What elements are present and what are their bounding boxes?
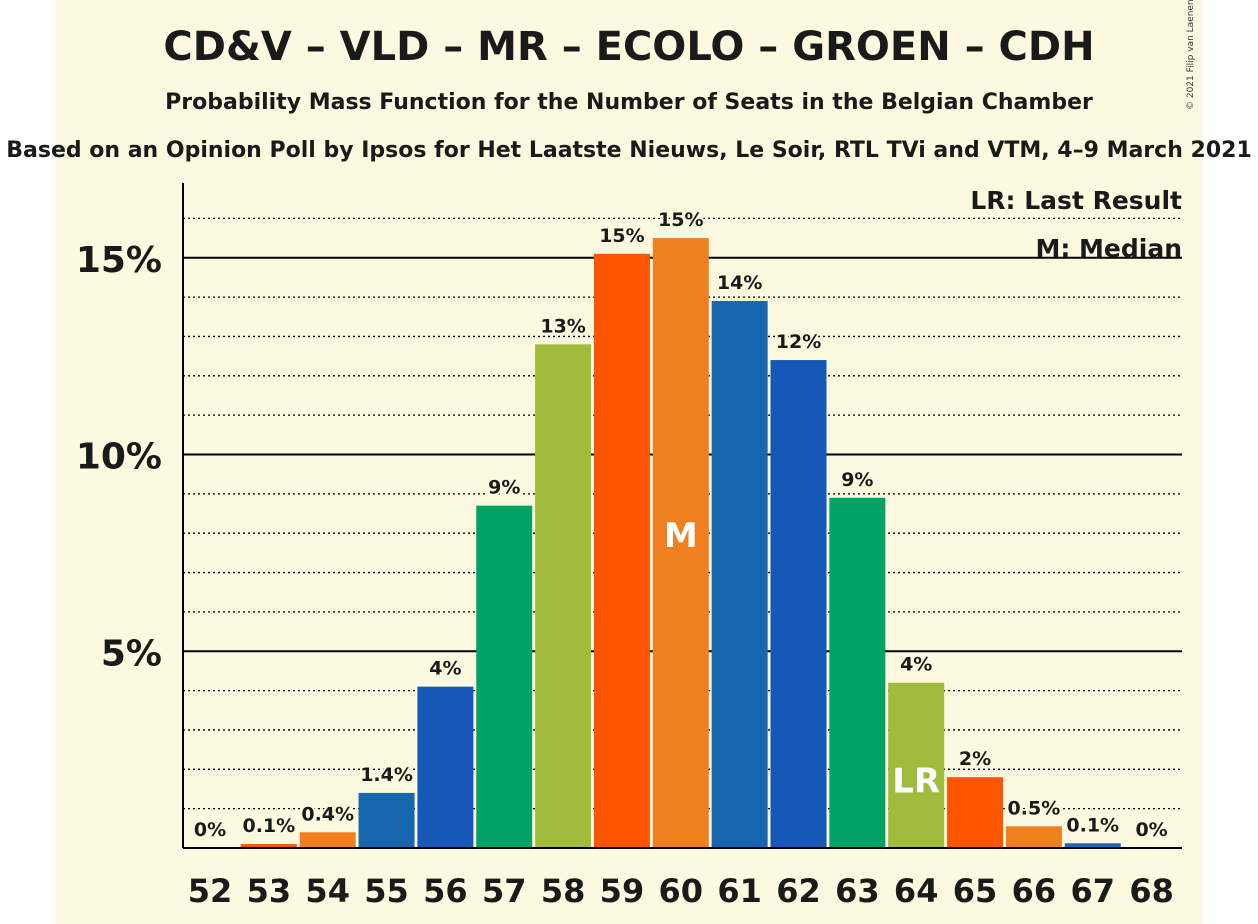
legend-last-result: LR: Last Result [970,186,1182,215]
bar-seat-58 [535,344,592,848]
y-tick-label: 5% [101,633,162,674]
median-marker: M [664,516,698,556]
value-label: 9% [488,477,520,499]
bar-seat-53 [240,844,297,848]
bar-seat-61 [711,301,768,848]
value-label: 15% [599,225,644,247]
x-tick-label: 62 [776,872,821,910]
value-label: 0.5% [1008,797,1061,819]
bar-seat-54 [299,832,356,848]
value-label: 4% [900,654,932,676]
bar-seat-56 [417,686,474,848]
x-tick-label: 68 [1129,872,1174,910]
x-tick-label: 55 [364,872,409,910]
value-label: 9% [841,469,873,491]
x-tick-label: 64 [894,872,939,910]
legend-median: M: Median [1035,234,1182,263]
x-tick-label: 66 [1012,872,1057,910]
value-label: 0.1% [1066,814,1119,836]
x-tick-label: 57 [482,872,527,910]
last-result-marker: LR [892,762,940,802]
value-labels: 0% 0.1% 0.4% 1.4% 4% 9% 13% 15% 15% 14% 12% 9% 4% 2% 0… [192,207,1170,843]
x-tick-label: 53 [247,872,292,910]
x-tick-labels: 52 53 54 55 56 57 58 59 60 61 62 63 64 65 66 67 68 [188,872,1174,910]
axes [182,183,1182,849]
value-label: 0% [194,819,226,841]
value-label: 12% [776,331,821,353]
value-label: 1.4% [360,764,413,786]
value-label: 15% [658,209,703,231]
x-tick-label: 56 [423,872,468,910]
bars [240,238,1121,848]
chart-source: Based on an Opinion Poll by Ipsos for He… [6,138,1252,163]
chart-subtitle: Probability Mass Function for the Number… [165,90,1093,115]
bar-seat-62 [770,360,827,848]
value-label: 13% [540,315,585,337]
bar-seat-59 [593,253,650,848]
value-label: 0.4% [301,803,354,825]
bar-seat-63 [829,497,886,848]
x-tick-label: 60 [659,872,704,910]
y-tick-label: 10% [76,437,162,478]
value-label: 0% [1135,819,1167,841]
bar-seat-65 [947,777,1004,848]
bar-seat-67 [1064,843,1121,848]
x-tick-label: 59 [600,872,645,910]
x-tick-label: 63 [835,872,880,910]
value-label: 2% [959,748,991,770]
x-tick-label: 65 [953,872,998,910]
value-label: 0.1% [242,815,295,837]
bar-seat-57 [476,505,533,848]
x-tick-label: 61 [717,872,762,910]
x-tick-label: 67 [1070,872,1115,910]
bar-seat-66 [1005,826,1062,848]
value-label: 14% [717,272,762,294]
x-tick-label: 54 [305,872,350,910]
y-tick-label: 15% [76,240,162,281]
bar-seat-55 [358,792,415,848]
bar-markers: M LR [664,516,940,802]
y-tick-labels: 5% 10% 15% [76,240,162,675]
x-tick-label: 58 [541,872,586,910]
bar-seat-60 [652,238,709,848]
value-label: 4% [429,658,461,680]
bar-seat-64 [888,682,945,848]
x-tick-label: 52 [188,872,233,910]
gridlines [183,217,1182,810]
chart-title: CD&V – VLD – MR – ECOLO – GROEN – CDH [163,24,1095,70]
